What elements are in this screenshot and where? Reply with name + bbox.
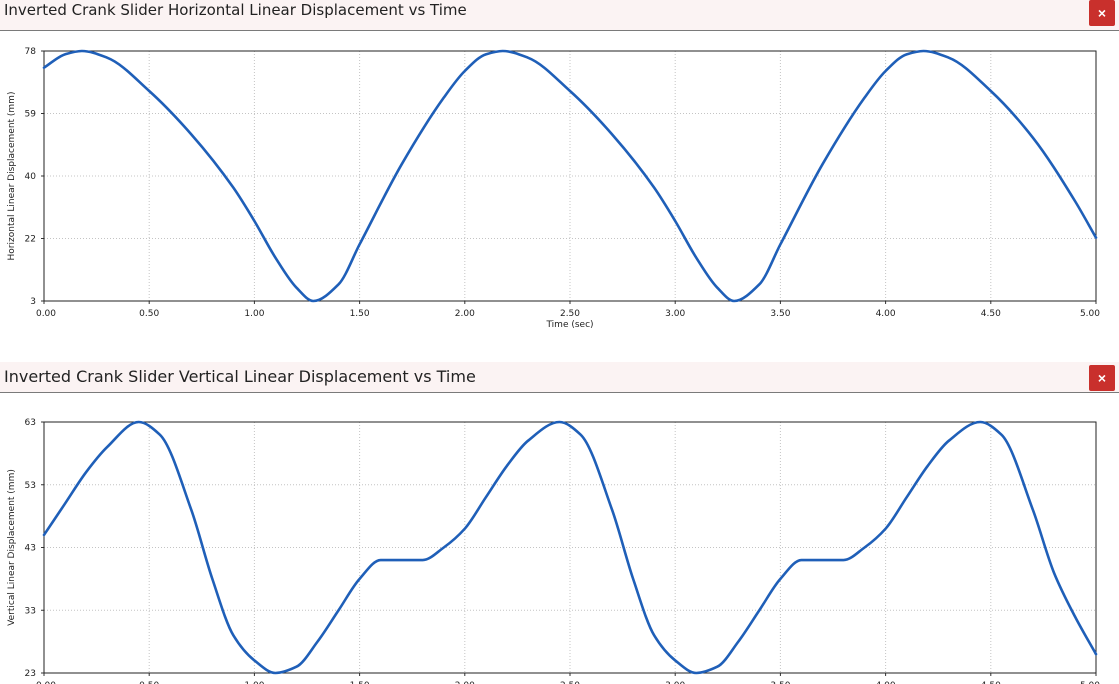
chart-titlebar: Inverted Crank Slider Horizontal Linear … xyxy=(0,0,1119,31)
x-tick-label: 5.00 xyxy=(1080,309,1100,319)
y-tick-label: 33 xyxy=(25,606,36,616)
x-tick-label: 5.00 xyxy=(1080,681,1100,684)
y-tick-label: 63 xyxy=(25,418,36,428)
x-axis-label: Time (sec) xyxy=(545,320,593,330)
x-tick-label: 3.00 xyxy=(665,309,685,319)
y-tick-label: 78 xyxy=(25,47,37,57)
x-tick-label: 0.00 xyxy=(36,309,56,319)
close-button[interactable]: × xyxy=(1089,0,1115,26)
chart-window-horizontal: Inverted Crank Slider Horizontal Linear … xyxy=(0,0,1119,330)
close-button[interactable]: × xyxy=(1089,365,1115,391)
series-line xyxy=(42,49,1098,303)
y-axis-label: Vertical Linear Displacement (mm) xyxy=(7,469,17,626)
x-tick-label: 3.50 xyxy=(770,309,790,319)
x-tick-label: 4.00 xyxy=(876,309,896,319)
x-tick-label: 0.50 xyxy=(139,681,159,684)
x-tick-label: 3.50 xyxy=(770,681,790,684)
close-icon: × xyxy=(1097,5,1107,21)
x-tick-label: 4.50 xyxy=(981,681,1001,684)
x-tick-label: 1.50 xyxy=(350,309,370,319)
horizontal-displacement-chart: 0.00 0.50 1.00 1.50 2.00 2.50 3.00 3.50 4.00 4.50… xyxy=(7,47,1100,330)
y-tick-label: 59 xyxy=(25,110,37,120)
plot-border xyxy=(43,50,1097,302)
x-tick-label: 2.00 xyxy=(455,681,475,684)
y-tick-label: 43 xyxy=(25,544,36,554)
x-tick-label: 4.50 xyxy=(981,309,1001,319)
x-tick-label: 0.00 xyxy=(36,681,56,684)
y-tick-label: 23 xyxy=(25,669,36,679)
x-tick-label: 2.50 xyxy=(560,681,580,684)
x-tick-label: 1.50 xyxy=(350,681,370,684)
chart-window-vertical: Inverted Crank Slider Vertical Linear Di… xyxy=(0,362,1119,684)
y-axis-label: Horizontal Linear Displacement (mm) xyxy=(7,92,17,261)
series-line xyxy=(42,420,1098,675)
y-tick-label: 3 xyxy=(30,297,36,307)
chart-title: Inverted Crank Slider Vertical Linear Di… xyxy=(4,367,476,386)
x-tick-label: 0.50 xyxy=(139,309,159,319)
y-tick-label: 53 xyxy=(25,481,36,491)
x-tick-label: 1.00 xyxy=(244,309,264,319)
x-tick-label: 1.00 xyxy=(244,681,264,684)
y-tick-label: 40 xyxy=(25,172,37,182)
x-tick-label: 4.00 xyxy=(876,681,896,684)
x-tick-label: 3.00 xyxy=(665,681,685,684)
y-tick-label: 22 xyxy=(25,235,36,245)
chart-titlebar: Inverted Crank Slider Vertical Linear Di… xyxy=(0,362,1119,393)
plot-border xyxy=(43,421,1097,674)
x-tick-label: 2.00 xyxy=(455,309,475,319)
vertical-displacement-chart: 0.00 0.50 1.00 1.50 2.00 2.50 3.00 3.50 4.00 4.50… xyxy=(7,418,1100,684)
x-tick-label: 2.50 xyxy=(560,309,580,319)
chart-title: Inverted Crank Slider Horizontal Linear … xyxy=(4,1,467,19)
close-icon: × xyxy=(1097,370,1107,386)
